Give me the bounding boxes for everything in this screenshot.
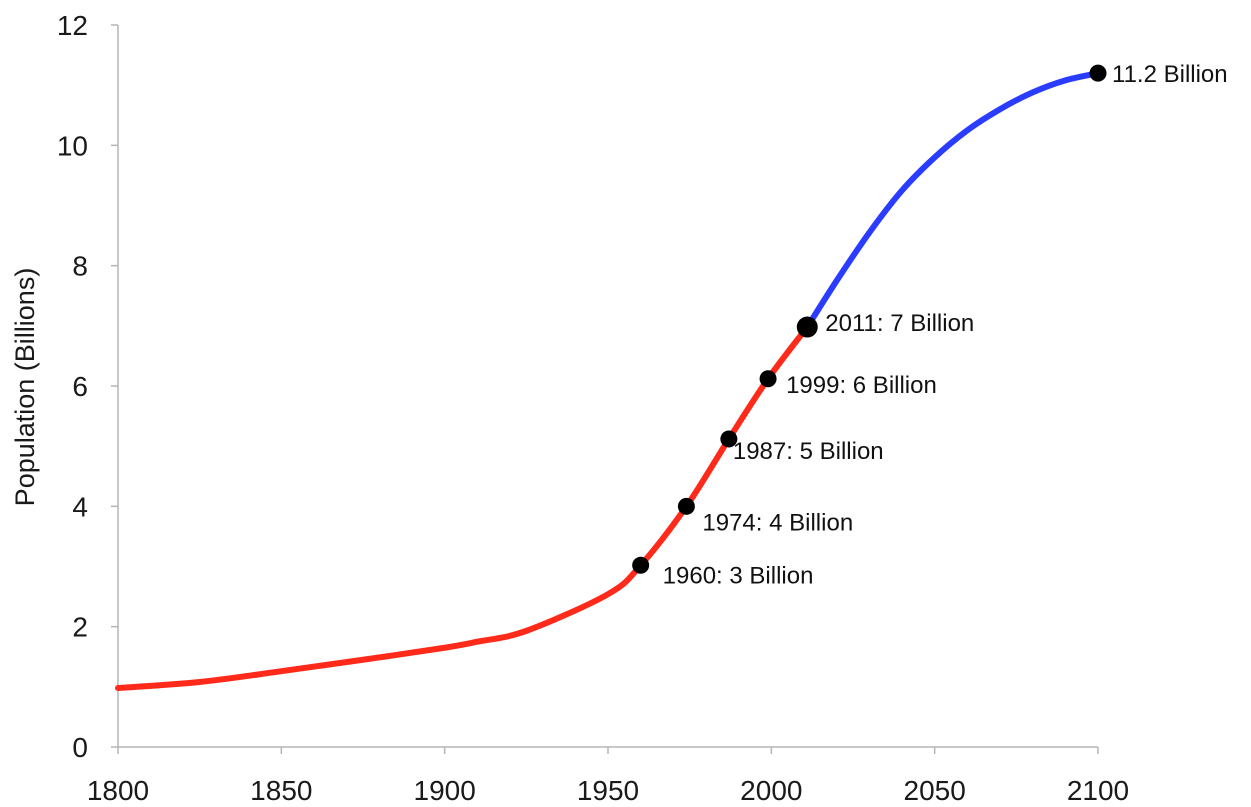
projection-line [804, 70, 1101, 331]
historical-line [115, 324, 811, 692]
milestone-label: 1974: 4 Billion [702, 509, 853, 536]
x-tick-label: 1900 [414, 775, 476, 806]
milestone-marker [1089, 64, 1107, 82]
series-lines [115, 70, 1101, 692]
y-tick-label: 4 [72, 491, 88, 522]
milestone-label: 2011: 7 Billion [825, 310, 974, 337]
x-axis-ticks: 1800 1850 1900 1950 2000 2050 2100 [87, 747, 1129, 806]
x-tick-label: 1800 [87, 775, 149, 806]
y-tick-label: 0 [72, 732, 88, 763]
milestone-label: 11.2 Billion [1112, 61, 1228, 88]
x-tick-label: 2050 [904, 775, 966, 806]
milestone-label: 1987: 5 Billion [733, 438, 884, 465]
y-axis-title: Population (Billions) [10, 268, 40, 507]
y-tick-label: 2 [72, 612, 88, 643]
x-tick-label: 1850 [250, 775, 312, 806]
milestone-marker [759, 370, 777, 388]
milestone-label: 1999: 6 Billion [786, 372, 937, 399]
y-axis-ticks: 0 2 4 6 8 10 12 [57, 10, 118, 763]
y-tick-label: 8 [72, 251, 88, 282]
milestone-marker [677, 497, 695, 515]
x-tick-label: 2000 [740, 775, 802, 806]
y-tick-label: 12 [57, 10, 88, 41]
milestone-marker [720, 430, 738, 448]
milestone-marker [796, 316, 818, 338]
milestone-label: 1960: 3 Billion [663, 562, 814, 589]
x-tick-label: 1950 [577, 775, 639, 806]
y-tick-label: 10 [57, 130, 88, 161]
y-tick-label: 6 [72, 371, 88, 402]
x-tick-label: 2100 [1067, 775, 1129, 806]
milestone-marker [632, 556, 650, 574]
milestone-points: 1960: 3 Billion 1974: 4 Billion 1987: 5 Bi… [632, 61, 1228, 589]
